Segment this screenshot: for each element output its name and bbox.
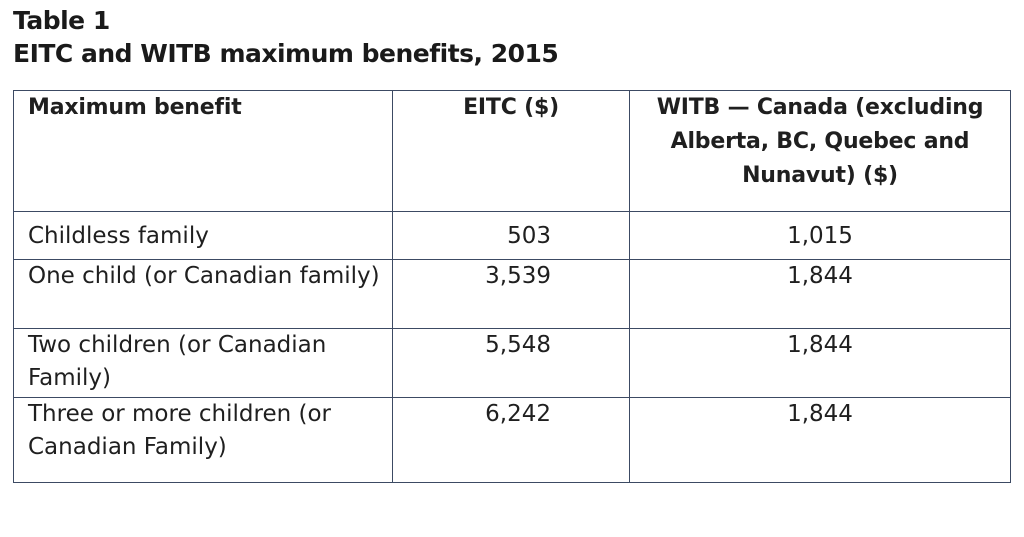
row-label: Three or more children (or Canadian Fami… xyxy=(13,397,393,483)
eitc-value: 3,539 xyxy=(392,259,630,329)
benefits-table: Maximum benefit EITC ($) WITB — Canada (… xyxy=(13,90,1011,483)
table-caption: Table 1 EITC and WITB maximum benefits, … xyxy=(13,4,559,70)
eitc-value: 503 xyxy=(392,211,630,260)
witb-value: 1,844 xyxy=(629,397,1011,483)
witb-value: 1,015 xyxy=(629,211,1011,260)
table-row: Three or more children (or Canadian Fami… xyxy=(13,397,1011,483)
eitc-value: 6,242 xyxy=(392,397,630,483)
table-row: Childless family 503 1,015 xyxy=(13,211,1011,260)
table-row: One child (or Canadian family) 3,539 1,8… xyxy=(13,259,1011,329)
witb-value: 1,844 xyxy=(629,259,1011,329)
row-label: Childless family xyxy=(13,211,393,260)
table-title: EITC and WITB maximum benefits, 2015 xyxy=(13,39,559,68)
eitc-value: 5,548 xyxy=(392,328,630,398)
table-row: Two children (or Canadian Family) 5,548 … xyxy=(13,328,1011,398)
row-label: One child (or Canadian family) xyxy=(13,259,393,329)
header-eitc: EITC ($) xyxy=(392,90,630,212)
header-row: Maximum benefit EITC ($) WITB — Canada (… xyxy=(13,90,1011,212)
header-maximum-benefit: Maximum benefit xyxy=(13,90,393,212)
witb-value: 1,844 xyxy=(629,328,1011,398)
row-label: Two children (or Canadian Family) xyxy=(13,328,393,398)
header-witb: WITB — Canada (excluding Alberta, BC, Qu… xyxy=(629,90,1011,212)
table-number: Table 1 xyxy=(13,6,110,35)
